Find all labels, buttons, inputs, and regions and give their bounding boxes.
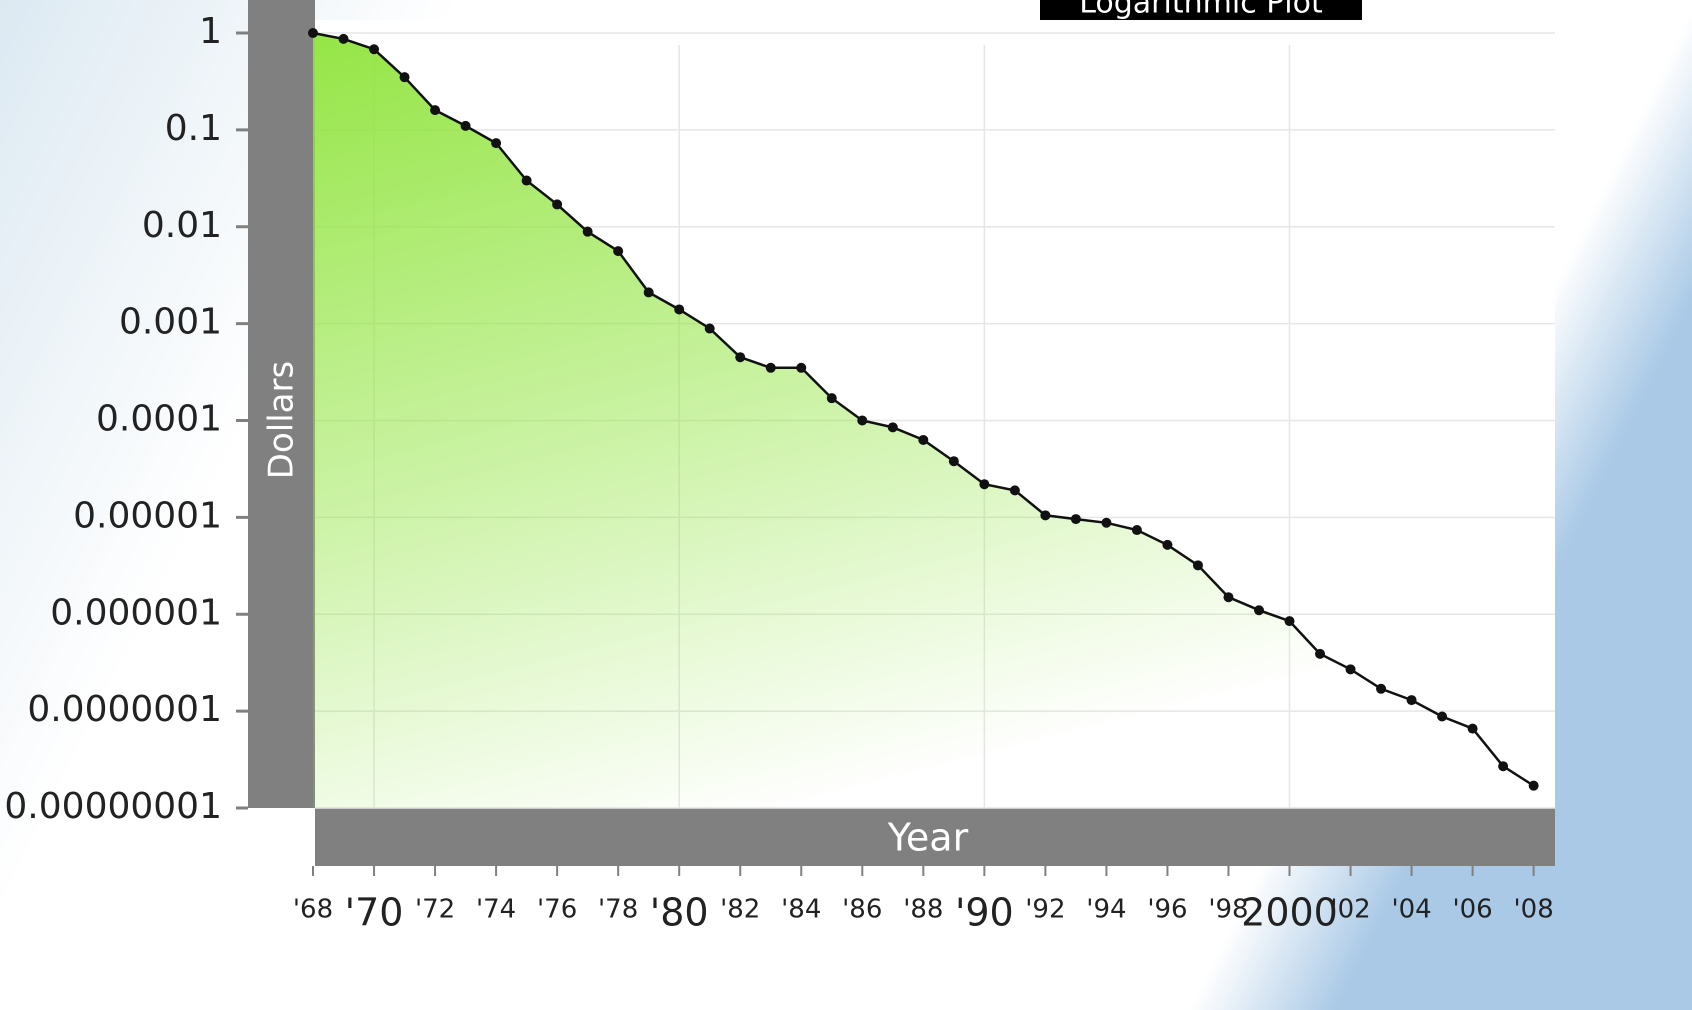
data-point bbox=[887, 422, 898, 433]
data-point bbox=[613, 246, 624, 257]
data-point bbox=[399, 72, 410, 83]
data-point bbox=[1131, 525, 1142, 536]
data-point bbox=[1528, 780, 1539, 791]
y-tick-label: 0.00001 bbox=[73, 495, 222, 536]
data-point bbox=[460, 120, 471, 131]
data-point bbox=[857, 415, 868, 426]
data-point bbox=[1406, 695, 1417, 706]
data-point bbox=[826, 393, 837, 404]
x-tick-label: '02 bbox=[1330, 895, 1370, 925]
x-tick-label: '08 bbox=[1514, 895, 1554, 925]
x-tick-label: '70 bbox=[345, 891, 404, 935]
area bbox=[313, 33, 1534, 808]
x-axis-bar bbox=[315, 808, 1555, 866]
x-tick-label: '04 bbox=[1391, 895, 1431, 925]
x-tick-label: '74 bbox=[476, 895, 516, 925]
x-tick-label: '98 bbox=[1208, 895, 1248, 925]
x-tick-label: '96 bbox=[1147, 895, 1187, 925]
x-tick-label: '72 bbox=[415, 895, 455, 925]
x-tick-label: '06 bbox=[1452, 895, 1492, 925]
x-tick-label: '76 bbox=[537, 895, 577, 925]
data-point bbox=[1284, 616, 1295, 627]
x-tick-label: '82 bbox=[720, 895, 760, 925]
x-tick-label: '86 bbox=[842, 895, 882, 925]
data-point bbox=[582, 226, 593, 237]
x-tick-label: '92 bbox=[1025, 895, 1065, 925]
data-point bbox=[1101, 517, 1112, 528]
y-tick-label: 0.01 bbox=[142, 205, 222, 246]
y-tick-label: 0.001 bbox=[119, 302, 222, 343]
y-tick-label: 0.0001 bbox=[96, 399, 222, 440]
y-axis-bar bbox=[248, 0, 315, 808]
data-point bbox=[430, 105, 441, 116]
data-point bbox=[1192, 560, 1203, 571]
y-tick-label: 0.1 bbox=[165, 108, 222, 149]
x-tick-label: '90 bbox=[955, 891, 1014, 935]
data-point bbox=[491, 138, 502, 149]
y-tick-label: 1 bbox=[199, 11, 222, 52]
y-axis-label: Dollars bbox=[262, 361, 302, 479]
data-point bbox=[643, 287, 654, 298]
y-tick-label: 0.0000001 bbox=[27, 689, 222, 730]
data-point bbox=[521, 175, 532, 186]
x-tick-label: '80 bbox=[650, 891, 709, 935]
data-point bbox=[1467, 723, 1478, 734]
data-point bbox=[1315, 648, 1326, 659]
x-tick-label: '84 bbox=[781, 895, 821, 925]
x-tick-label: '68 bbox=[293, 895, 333, 925]
x-axis-label: Year bbox=[887, 816, 969, 860]
x-tick-label: '94 bbox=[1086, 895, 1126, 925]
data-point bbox=[1498, 761, 1509, 772]
data-point bbox=[918, 434, 929, 445]
data-point bbox=[765, 362, 776, 373]
data-point bbox=[1040, 510, 1051, 521]
data-point bbox=[1070, 514, 1081, 525]
data-point bbox=[1437, 711, 1448, 722]
x-tick-label: '78 bbox=[598, 895, 638, 925]
data-point bbox=[674, 304, 685, 315]
data-point bbox=[1009, 485, 1020, 496]
data-point bbox=[338, 33, 349, 44]
chart-title: Logarithmic Plot bbox=[1079, 0, 1323, 21]
data-point bbox=[979, 479, 990, 490]
data-point bbox=[796, 362, 807, 373]
y-tick-label: 0.000001 bbox=[50, 592, 222, 633]
x-tick-label: 2000 bbox=[1241, 891, 1338, 935]
y-tick-label: 0.00000001 bbox=[4, 786, 222, 827]
data-point bbox=[704, 323, 715, 334]
data-point bbox=[308, 28, 318, 38]
data-point bbox=[552, 199, 563, 210]
data-point bbox=[1376, 683, 1387, 694]
data-point bbox=[1253, 605, 1264, 616]
x-tick-label: '88 bbox=[903, 895, 943, 925]
data-point bbox=[1345, 664, 1356, 675]
data-point bbox=[1162, 539, 1173, 550]
data-point bbox=[1223, 592, 1234, 603]
data-point bbox=[369, 44, 380, 55]
title-box bbox=[1040, 0, 1362, 20]
data-point bbox=[735, 352, 746, 363]
data-point bbox=[948, 456, 959, 467]
